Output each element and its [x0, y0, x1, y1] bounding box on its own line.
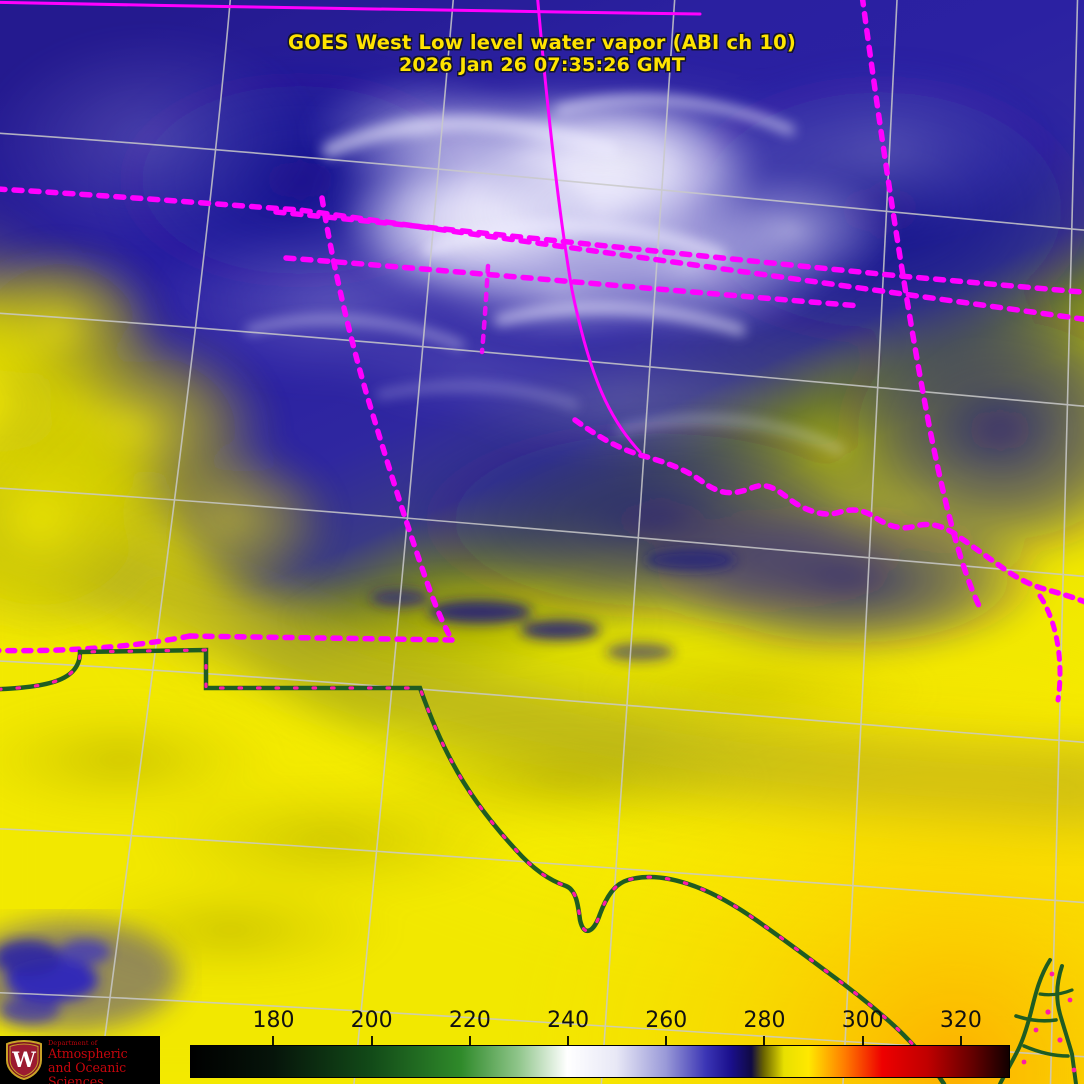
political-borders: [0, 0, 1084, 703]
colorbar-tick-mark: [567, 1036, 570, 1045]
colorbar: 180 200 220 240 260 280 300 320: [190, 1008, 1010, 1080]
colorbar-gradient-fill: [191, 1046, 1009, 1077]
uw-aos-logo: W Department of Atmospheric and Oceanic …: [0, 1036, 160, 1084]
colorbar-tick-mark: [272, 1036, 275, 1045]
colorbar-tick-label: 200: [350, 1008, 393, 1033]
colorbar-tick-label: 280: [743, 1008, 786, 1033]
colorbar-tick-mark: [861, 1036, 864, 1045]
uw-crest-icon: W: [6, 1040, 42, 1080]
colorbar-tick-label: 260: [645, 1008, 688, 1033]
uw-aos-logo-text: Department of Atmospheric and Oceanic Sc…: [48, 1039, 158, 1084]
logo-name-line2: and Oceanic Sciences: [48, 1060, 127, 1084]
colorbar-ticks: [190, 1036, 1010, 1045]
colorbar-tick-label: 240: [547, 1008, 590, 1033]
colorbar-tick-label: 180: [252, 1008, 295, 1033]
colorbar-gradient: [190, 1045, 1010, 1078]
colorbar-tick-labels: 180 200 220 240 260 280 300 320: [190, 1008, 1010, 1036]
colorbar-tick-mark: [370, 1036, 373, 1045]
colorbar-tick-label: 220: [448, 1008, 491, 1033]
colorbar-tick-mark: [468, 1036, 471, 1045]
colorbar-tick-mark: [763, 1036, 766, 1045]
colorbar-tick-label: 300: [841, 1008, 884, 1033]
colorbar-tick-mark: [665, 1036, 668, 1045]
colorbar-tick-label: 320: [939, 1008, 982, 1033]
svg-text:W: W: [11, 1047, 36, 1072]
logo-name-line1: Atmospheric: [48, 1046, 128, 1061]
logo-department-label: Department of: [48, 1039, 98, 1047]
colorbar-tick-mark: [959, 1036, 962, 1045]
